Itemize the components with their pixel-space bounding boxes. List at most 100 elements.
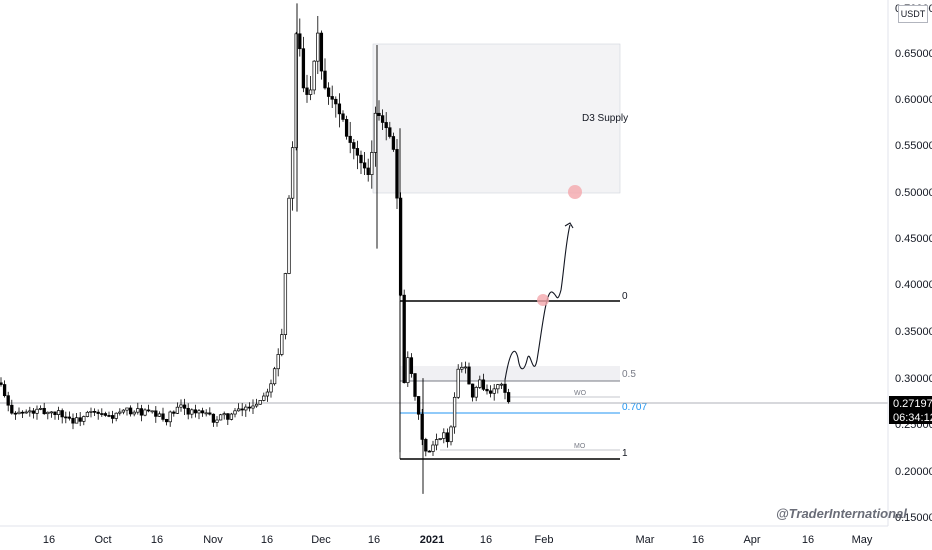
candle-body[interactable] bbox=[28, 410, 32, 413]
candle-body[interactable] bbox=[244, 406, 248, 411]
candle-body[interactable] bbox=[46, 411, 50, 415]
candle-body[interactable] bbox=[262, 395, 266, 401]
candle-body[interactable] bbox=[294, 33, 298, 149]
candle-body[interactable] bbox=[409, 357, 414, 374]
projection-path[interactable] bbox=[504, 224, 571, 381]
candle-body[interactable] bbox=[226, 413, 230, 420]
candle-body[interactable] bbox=[96, 411, 100, 414]
candle-body[interactable] bbox=[247, 406, 252, 409]
candle-body[interactable] bbox=[100, 413, 104, 415]
candle-body[interactable] bbox=[10, 404, 14, 414]
candle-body[interactable] bbox=[488, 390, 493, 394]
candle-body[interactable] bbox=[78, 417, 82, 422]
candle-body[interactable] bbox=[121, 409, 126, 413]
candle-body[interactable] bbox=[287, 197, 291, 274]
candle-body[interactable] bbox=[150, 410, 154, 413]
candle-body[interactable] bbox=[323, 70, 327, 89]
candle-body[interactable] bbox=[175, 406, 180, 414]
candle-body[interactable] bbox=[366, 167, 370, 175]
candle-body[interactable] bbox=[492, 388, 496, 394]
candle-body[interactable] bbox=[370, 152, 374, 175]
candle-body[interactable] bbox=[53, 411, 57, 415]
candle-body[interactable] bbox=[380, 115, 385, 123]
candle-body[interactable] bbox=[240, 408, 244, 411]
candle-body[interactable] bbox=[470, 383, 475, 398]
candle-body[interactable] bbox=[38, 408, 43, 410]
candle-body[interactable] bbox=[179, 404, 183, 408]
candle-body[interactable] bbox=[229, 413, 234, 420]
candle-body[interactable] bbox=[276, 354, 280, 370]
candle-body[interactable] bbox=[334, 98, 338, 105]
candle-body[interactable] bbox=[128, 407, 133, 415]
candle-body[interactable] bbox=[316, 32, 320, 62]
candle-body[interactable] bbox=[172, 411, 176, 414]
candle-body[interactable] bbox=[17, 411, 21, 415]
candle-body[interactable] bbox=[442, 432, 446, 439]
candle-body[interactable] bbox=[474, 387, 478, 398]
candle-body[interactable] bbox=[218, 414, 223, 421]
candle-body[interactable] bbox=[463, 366, 468, 369]
candle-body[interactable] bbox=[301, 48, 306, 89]
candle-body[interactable] bbox=[197, 410, 201, 414]
candle-body[interactable] bbox=[424, 439, 428, 452]
candle-body[interactable] bbox=[460, 366, 464, 370]
candle-body[interactable] bbox=[395, 149, 399, 199]
candle-body[interactable] bbox=[485, 388, 489, 392]
candle-body[interactable] bbox=[161, 413, 165, 420]
candle-body[interactable] bbox=[326, 87, 331, 97]
candle-body[interactable] bbox=[402, 294, 406, 384]
candle-body[interactable] bbox=[481, 379, 486, 390]
candle-body[interactable] bbox=[13, 412, 18, 415]
candle-body[interactable] bbox=[352, 142, 356, 149]
candle-body[interactable] bbox=[452, 396, 457, 428]
candle-body[interactable] bbox=[0, 382, 3, 385]
supply-zone[interactable] bbox=[372, 43, 621, 194]
candle-body[interactable] bbox=[60, 410, 64, 418]
candle-body[interactable] bbox=[182, 404, 187, 409]
candle-body[interactable] bbox=[186, 407, 190, 415]
candle-body[interactable] bbox=[190, 409, 194, 415]
candle-body[interactable] bbox=[506, 392, 511, 403]
candle-body[interactable] bbox=[154, 410, 158, 417]
candle-body[interactable] bbox=[362, 162, 367, 169]
candle-body[interactable] bbox=[211, 413, 216, 423]
candle-body[interactable] bbox=[168, 411, 172, 423]
candle-body[interactable] bbox=[110, 415, 115, 419]
candle-body[interactable] bbox=[139, 408, 144, 416]
candle-body[interactable] bbox=[64, 416, 68, 419]
candle-body[interactable] bbox=[132, 411, 136, 415]
currency-badge[interactable]: USDT bbox=[898, 5, 928, 23]
candle-body[interactable] bbox=[251, 405, 255, 409]
candle-body[interactable] bbox=[503, 383, 507, 393]
candle-body[interactable] bbox=[398, 197, 403, 296]
candle-body[interactable] bbox=[431, 444, 435, 452]
candle-body[interactable] bbox=[233, 410, 237, 415]
candle-body[interactable] bbox=[305, 87, 309, 95]
candle-body[interactable] bbox=[31, 410, 36, 414]
candle-body[interactable] bbox=[377, 112, 381, 116]
candle-body[interactable] bbox=[269, 383, 273, 393]
candle-body[interactable] bbox=[85, 411, 90, 417]
candle-body[interactable] bbox=[319, 32, 324, 72]
candle-body[interactable] bbox=[208, 412, 212, 415]
candle-body[interactable] bbox=[427, 450, 432, 453]
candle-body[interactable] bbox=[496, 384, 500, 390]
candle-body[interactable] bbox=[67, 416, 72, 419]
candle-body[interactable] bbox=[92, 411, 97, 413]
candle-body[interactable] bbox=[125, 407, 129, 411]
candle-body[interactable] bbox=[312, 60, 316, 91]
candle-body[interactable] bbox=[42, 408, 46, 415]
candle-body[interactable] bbox=[388, 127, 392, 137]
candle-body[interactable] bbox=[6, 395, 10, 406]
candle-body[interactable] bbox=[236, 408, 241, 412]
candle-body[interactable] bbox=[258, 400, 262, 405]
candle-body[interactable] bbox=[290, 147, 295, 199]
candle-body[interactable] bbox=[146, 409, 151, 412]
candle-body[interactable] bbox=[254, 403, 259, 407]
candle-body[interactable] bbox=[20, 411, 25, 414]
candle-body[interactable] bbox=[445, 432, 450, 443]
candle-body[interactable] bbox=[107, 415, 111, 417]
candle-body[interactable] bbox=[71, 417, 75, 424]
candle-body[interactable] bbox=[114, 412, 118, 419]
candle-body[interactable] bbox=[74, 417, 79, 424]
